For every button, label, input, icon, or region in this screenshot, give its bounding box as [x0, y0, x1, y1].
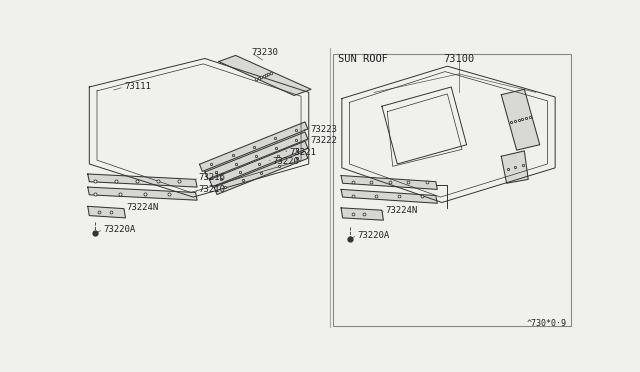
Text: 73216: 73216 [198, 173, 225, 182]
Polygon shape [88, 174, 197, 187]
Text: 73224N: 73224N [126, 203, 159, 212]
Polygon shape [501, 89, 540, 150]
Text: 73100: 73100 [444, 54, 475, 64]
Polygon shape [200, 122, 308, 171]
Text: 73221: 73221 [289, 148, 316, 157]
Polygon shape [209, 141, 308, 187]
Polygon shape [219, 55, 311, 96]
Text: 73111: 73111 [124, 83, 151, 92]
Polygon shape [341, 189, 437, 203]
Text: 73223: 73223 [310, 125, 337, 134]
Polygon shape [214, 151, 308, 195]
Text: 73224N: 73224N [386, 206, 418, 215]
Polygon shape [88, 187, 197, 200]
Text: SUN ROOF: SUN ROOF [338, 54, 388, 64]
Text: ^730*0·9: ^730*0·9 [527, 319, 566, 328]
Text: 73220: 73220 [273, 157, 300, 166]
Polygon shape [341, 208, 383, 220]
Text: 73210: 73210 [198, 185, 225, 194]
Polygon shape [88, 206, 125, 218]
Polygon shape [501, 151, 528, 183]
Text: 73220A: 73220A [357, 231, 390, 240]
Polygon shape [205, 132, 308, 179]
Text: 73220A: 73220A [103, 225, 136, 234]
Bar [333, 54, 570, 326]
Text: 73230: 73230 [251, 48, 278, 57]
Text: 73222: 73222 [310, 137, 337, 145]
Polygon shape [341, 176, 437, 189]
